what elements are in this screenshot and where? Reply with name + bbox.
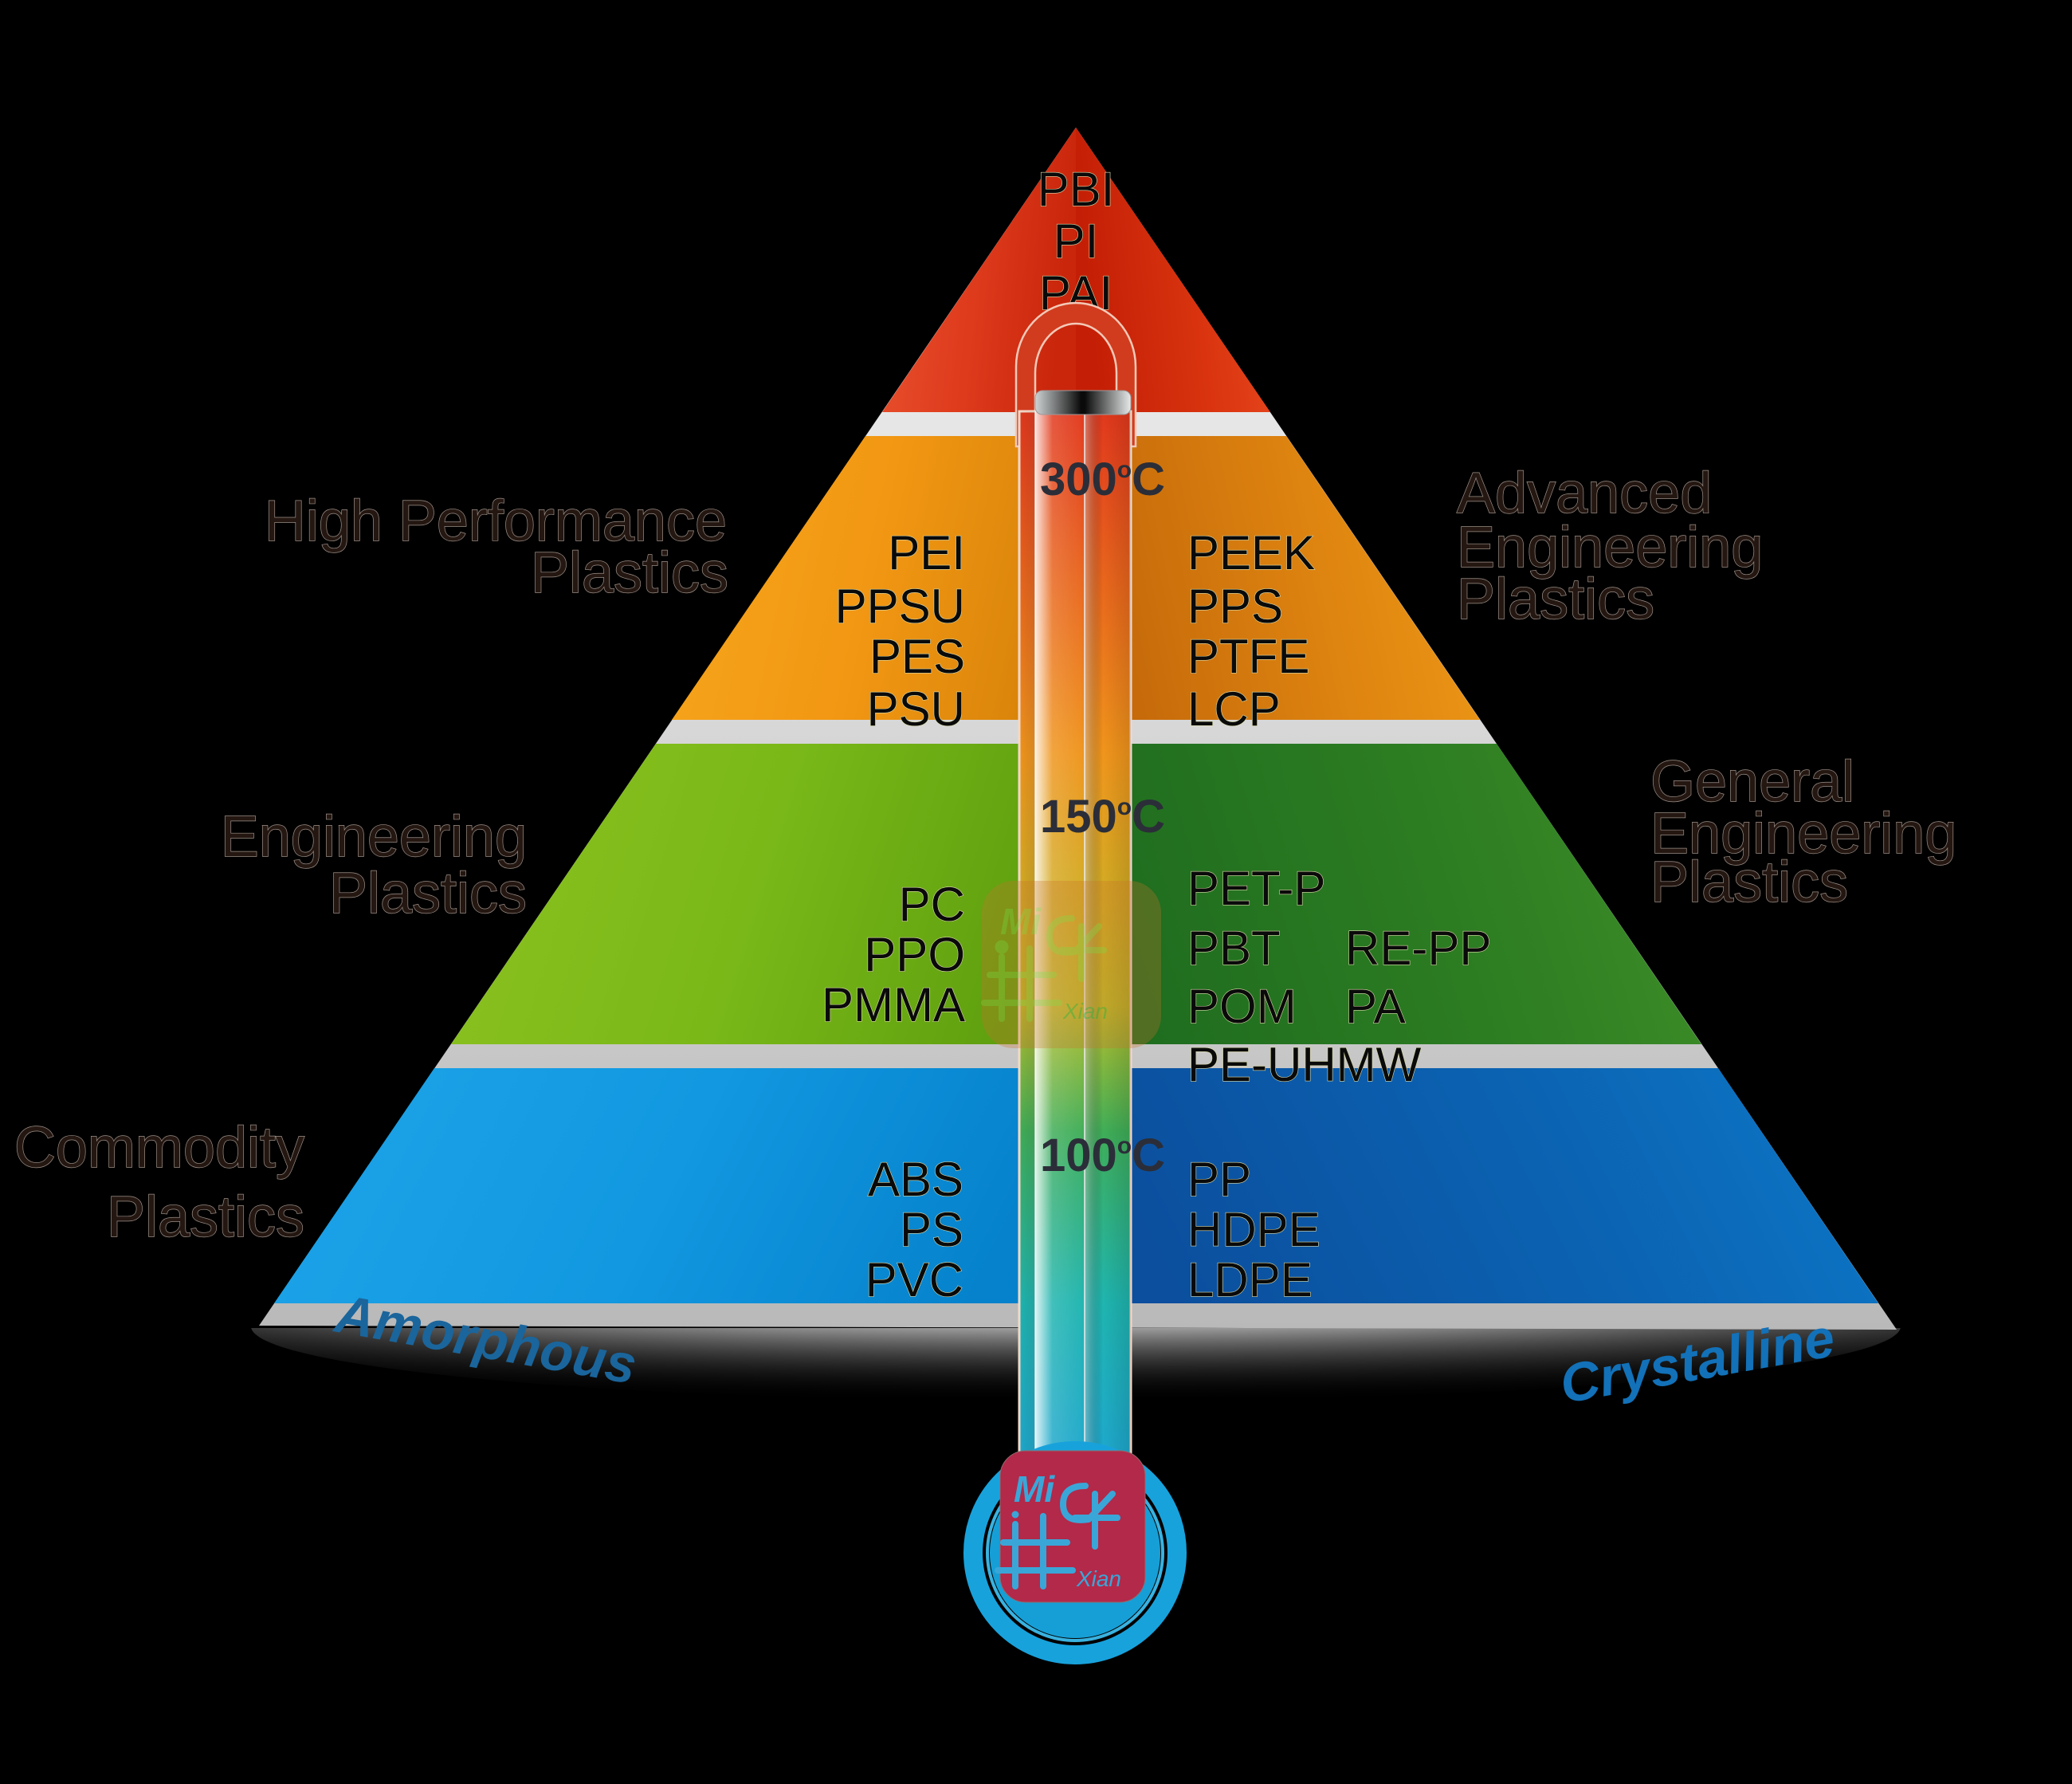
svg-text:PES: PES bbox=[869, 630, 965, 683]
svg-text:Plastics: Plastics bbox=[531, 541, 728, 605]
svg-text:Plastics: Plastics bbox=[107, 1185, 304, 1249]
svg-text:PTFE: PTFE bbox=[1187, 630, 1309, 683]
svg-text:PA: PA bbox=[1345, 980, 1406, 1033]
svg-text:300oC: 300oC bbox=[1040, 454, 1165, 505]
svg-text:100oC: 100oC bbox=[1040, 1130, 1165, 1181]
svg-text:Plastics: Plastics bbox=[1650, 851, 1848, 914]
svg-text:PEI: PEI bbox=[888, 526, 965, 580]
svg-text:PEEK: PEEK bbox=[1187, 526, 1315, 580]
svg-text:150oC: 150oC bbox=[1040, 791, 1165, 843]
svg-text:LCP: LCP bbox=[1187, 682, 1281, 736]
svg-text:Mi: Mi bbox=[1014, 1468, 1055, 1510]
svg-text:PS: PS bbox=[900, 1203, 963, 1256]
svg-text:PPS: PPS bbox=[1187, 580, 1283, 633]
svg-text:RE-PP: RE-PP bbox=[1345, 921, 1491, 975]
svg-text:ABS: ABS bbox=[868, 1153, 963, 1206]
svg-text:PBT: PBT bbox=[1187, 921, 1281, 975]
svg-text:PP: PP bbox=[1187, 1153, 1251, 1206]
svg-text:PMMA: PMMA bbox=[822, 978, 965, 1031]
svg-text:Plastics: Plastics bbox=[1457, 568, 1654, 631]
svg-text:Xian: Xian bbox=[1062, 999, 1108, 1024]
svg-text:PE-UHMW: PE-UHMW bbox=[1187, 1038, 1422, 1091]
svg-text:PC: PC bbox=[899, 878, 965, 931]
svg-text:PVC: PVC bbox=[865, 1253, 963, 1307]
svg-text:Commodity: Commodity bbox=[14, 1116, 304, 1180]
svg-text:Mi: Mi bbox=[1000, 901, 1042, 942]
svg-text:PPO: PPO bbox=[864, 928, 965, 981]
svg-text:POM: POM bbox=[1187, 980, 1297, 1033]
svg-text:PPSU: PPSU bbox=[835, 580, 965, 633]
svg-text:PSU: PSU bbox=[867, 682, 965, 736]
svg-text:LDPE: LDPE bbox=[1187, 1253, 1313, 1307]
svg-text:PBI: PBI bbox=[1038, 163, 1115, 216]
svg-text:PI: PI bbox=[1054, 214, 1099, 268]
svg-text:Engineering: Engineering bbox=[221, 805, 527, 869]
svg-text:Plastics: Plastics bbox=[329, 862, 527, 925]
svg-text:PET-P: PET-P bbox=[1187, 862, 1325, 915]
svg-text:HDPE: HDPE bbox=[1187, 1203, 1321, 1256]
svg-text:Xian: Xian bbox=[1076, 1566, 1121, 1591]
